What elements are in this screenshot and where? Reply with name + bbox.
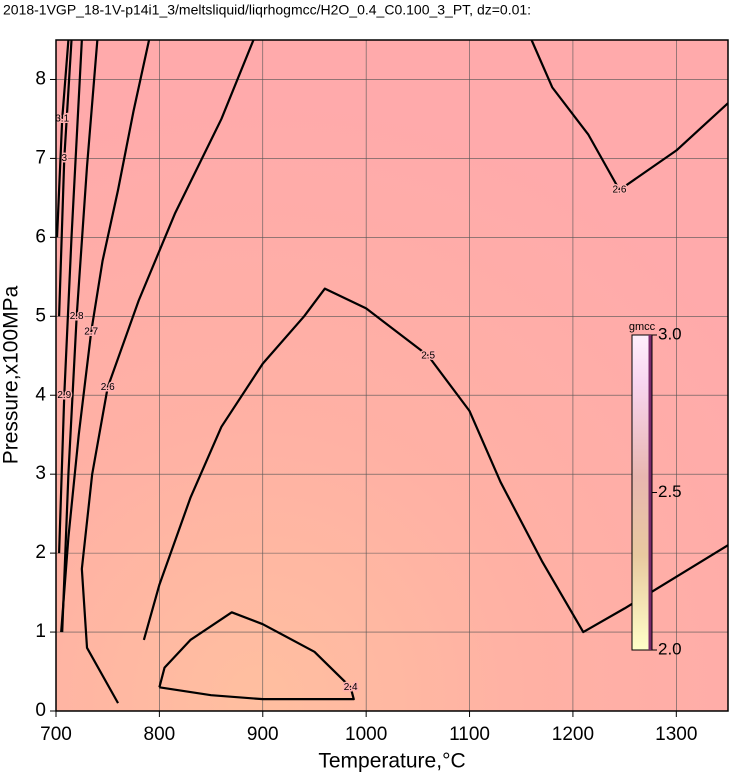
x-tick-label: 1000 <box>345 724 387 745</box>
x-tick-label: 1300 <box>655 724 697 745</box>
y-tick-label: 2 <box>35 542 46 563</box>
y-tick-label: 7 <box>35 147 46 168</box>
x-tick-label: 1200 <box>552 724 594 745</box>
contour-label: 2.8 <box>70 311 84 322</box>
contour-label: 2.6 <box>101 382 115 393</box>
contour-line <box>56 40 70 238</box>
contour-line <box>80 40 255 704</box>
contour-label: 2.6 <box>612 185 626 196</box>
contour-label: 2.5 <box>421 350 435 361</box>
contour-line <box>61 40 99 633</box>
chart-title: 2018-1VGP_18-1V-p14i1_3/meltsliquid/liqr… <box>3 2 531 18</box>
x-tick-label: 1100 <box>449 724 490 745</box>
x-tick-label: 900 <box>247 724 279 745</box>
contour-line <box>60 40 151 633</box>
colorbar-tick-label: 2.0 <box>658 639 682 658</box>
grid <box>55 40 728 712</box>
plot-background <box>56 40 728 711</box>
contour-label: 3.1 <box>55 114 69 125</box>
x-tick-label: 700 <box>40 724 72 745</box>
colorbar-tick-label: 3.0 <box>658 324 682 343</box>
y-tick-label: 3 <box>35 463 46 484</box>
contours: 2.4 2.5 2.6 2.6 2.72.8 2.9 3 3.1 <box>55 40 728 704</box>
contour-label: 2.7 <box>84 327 98 338</box>
contour-line <box>142 287 728 641</box>
contour-line <box>58 40 83 554</box>
y-tick-label: 5 <box>35 305 46 326</box>
colorbar-tick-label: 2.5 <box>658 482 682 501</box>
contour-line <box>530 40 728 192</box>
y-tick-label: 8 <box>35 68 46 89</box>
contour-line <box>58 40 73 317</box>
contour-label: 3 <box>61 153 67 164</box>
colorbar: gmcc 2.0 2.5 3.0 <box>629 321 682 659</box>
y-tick-label: 4 <box>35 384 46 405</box>
colorbar-label: gmcc <box>629 321 656 333</box>
contour-line <box>158 611 355 701</box>
y-tick-label: 0 <box>35 700 46 721</box>
y-tick-label: 1 <box>35 621 46 642</box>
x-axis-label: Temperature,°C <box>318 750 465 773</box>
contour-label: 2.4 <box>344 682 358 693</box>
contour-label: 2.9 <box>57 390 71 401</box>
y-tick-label: 6 <box>35 226 46 247</box>
x-tick-label: 800 <box>144 724 176 745</box>
plot-frame <box>55 39 729 712</box>
y-axis-label: Pressure,x100MPa <box>0 285 23 464</box>
